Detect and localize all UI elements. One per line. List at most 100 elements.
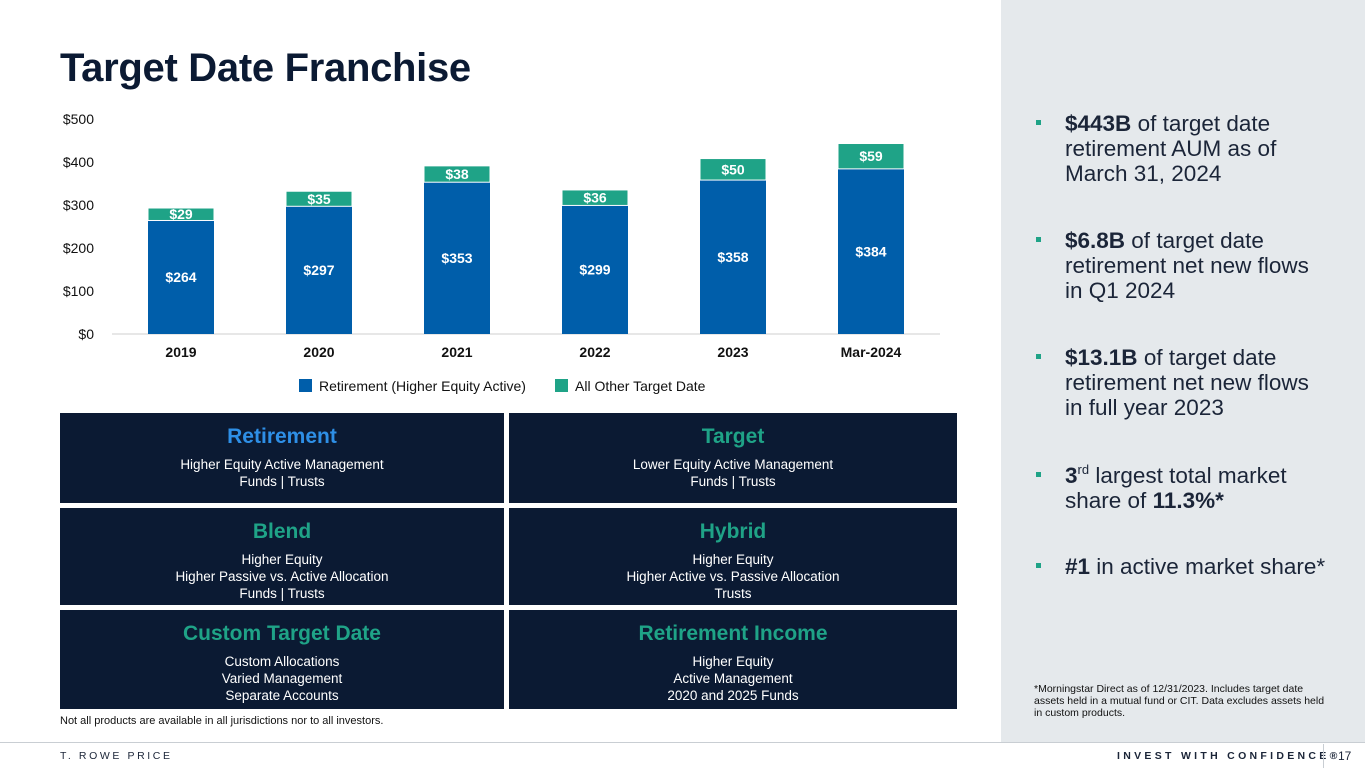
box-line: Active Management — [673, 671, 793, 686]
bar-segment — [286, 206, 352, 334]
bullet-square-icon — [1036, 120, 1041, 125]
box-line: Separate Accounts — [225, 688, 339, 703]
data-label: $38 — [445, 166, 469, 182]
highlight-text: of target date retirement net new flows … — [1065, 228, 1309, 303]
bar-segment — [424, 182, 490, 334]
bar-segment — [148, 220, 214, 334]
box-retirement-income: Retirement Income Higher Equity Active M… — [509, 610, 957, 709]
bar-segment — [837, 143, 905, 170]
x-tick-label: Mar-2024 — [841, 344, 902, 360]
y-tick-label: $500 — [63, 111, 94, 127]
stacked-bar-chart: $0 $100 $200 $300 $400 $500 $264 $29 2019 $297 $35… — [63, 111, 940, 394]
footnote: *Morningstar Direct as of 12/31/2023. In… — [1034, 683, 1325, 719]
box-target: Target Lower Equity Active Management Fu… — [509, 413, 957, 503]
y-tick-label: $400 — [63, 154, 94, 170]
box-line: Higher Equity Active Management — [180, 457, 384, 472]
box-line: Varied Management — [221, 671, 343, 686]
bar-segment — [285, 190, 353, 207]
bar-segment — [423, 165, 491, 183]
box-line: Funds | Trusts — [239, 586, 325, 601]
x-tick-label: 2022 — [579, 344, 610, 360]
highlight-bold: 11.3%* — [1152, 488, 1224, 513]
y-tick-label: $0 — [78, 326, 94, 342]
box-desc: Higher Equity Active Management Funds | … — [60, 456, 504, 490]
box-line: Lower Equity Active Management — [632, 457, 834, 472]
box-line: Higher Equity — [692, 654, 774, 669]
highlight-bold: #1 — [1065, 554, 1091, 579]
box-title: Target — [701, 425, 765, 448]
legend-label: All Other Target Date — [575, 378, 706, 394]
right-panel — [1001, 0, 1365, 742]
x-tick-label: 2020 — [303, 344, 334, 360]
box-custom-target-date: Custom Target Date Custom Allocations Va… — [60, 610, 504, 709]
box-desc: Custom Allocations Varied Management Sep… — [60, 653, 504, 704]
legend-swatch — [299, 379, 312, 392]
box-line: Funds | Trusts — [690, 474, 776, 489]
bar-segment — [562, 205, 628, 334]
highlight-text: of target date retirement AUM as of Marc… — [1065, 111, 1277, 186]
box-title: Retirement Income — [638, 622, 828, 645]
box-line: Higher Equity — [241, 552, 323, 567]
page-title: Target Date Franchise — [60, 46, 471, 90]
data-label: $384 — [855, 243, 886, 259]
box-blend: Blend Higher Equity Higher Passive vs. A… — [60, 508, 504, 605]
box-line: Higher Active vs. Passive Allocation — [626, 569, 840, 584]
highlight-text: in active market share* — [1090, 554, 1326, 579]
highlight-text: largest total market share of — [1065, 463, 1287, 513]
footer-separator — [1323, 744, 1324, 768]
box-title: Retirement — [227, 425, 337, 448]
y-tick-label: $100 — [63, 283, 94, 299]
highlight-bold: $6.8B — [1065, 228, 1126, 253]
bar-segment — [700, 180, 766, 334]
box-hybrid: Hybrid Higher Equity Higher Active vs. P… — [509, 508, 957, 605]
highlight-text: of target date retirement net new flows … — [1065, 345, 1309, 420]
box-line: Higher Passive vs. Active Allocation — [175, 569, 389, 584]
box-title: Blend — [252, 520, 312, 543]
y-tick-label: $200 — [63, 240, 94, 256]
legend-swatch — [555, 379, 568, 392]
bullet-square-icon — [1036, 472, 1041, 477]
brand-logo: T. ROWE PRICE — [60, 750, 173, 762]
bar-segment — [561, 189, 629, 206]
box-line: Higher Equity — [692, 552, 774, 567]
box-line: Funds | Trusts — [239, 474, 325, 489]
bullet-square-icon — [1036, 354, 1041, 359]
box-line: Custom Allocations — [224, 654, 340, 669]
box-desc: Higher Equity Active Management 2020 and… — [509, 653, 957, 704]
data-label: $353 — [441, 250, 472, 266]
bullet-square-icon — [1036, 237, 1041, 242]
highlight-bold: $443B — [1065, 111, 1132, 136]
tagline: INVEST WITH CONFIDENCE® — [1117, 750, 1341, 762]
footer-divider — [0, 742, 1365, 743]
data-label: $36 — [583, 190, 607, 206]
box-retirement: Retirement Higher Equity Active Manageme… — [60, 413, 504, 503]
y-tick-label: $300 — [63, 197, 94, 213]
data-label: $35 — [307, 191, 331, 207]
data-label: $358 — [717, 249, 748, 265]
page-number: 17 — [1338, 749, 1352, 763]
disclaimer: Not all products are available in all ju… — [60, 715, 384, 727]
bar-segment — [838, 168, 904, 334]
x-tick-label: 2019 — [165, 344, 196, 360]
box-line: Trusts — [714, 586, 752, 601]
x-tick-label: 2023 — [717, 344, 748, 360]
data-label: $264 — [165, 269, 196, 285]
bar-segment — [699, 158, 767, 181]
data-label: $297 — [303, 262, 334, 278]
highlight-superscript: rd — [1077, 462, 1090, 477]
data-label: $59 — [859, 148, 883, 164]
box-desc: Lower Equity Active Management Funds | T… — [509, 456, 957, 490]
bullet-square-icon — [1036, 563, 1041, 568]
box-title: Hybrid — [699, 520, 767, 543]
legend-label: Retirement (Higher Equity Active) — [319, 378, 526, 394]
box-desc: Higher Equity Higher Active vs. Passive … — [509, 551, 957, 602]
bar-segment — [147, 207, 215, 221]
highlight-bold: 3 — [1065, 463, 1078, 488]
box-line: 2020 and 2025 Funds — [667, 688, 799, 703]
data-label: $50 — [721, 161, 745, 177]
highlight-bold: $13.1B — [1065, 345, 1138, 370]
data-label: $299 — [579, 262, 610, 278]
box-desc: Higher Equity Higher Passive vs. Active … — [60, 551, 504, 602]
data-label: $29 — [169, 206, 193, 222]
box-title: Custom Target Date — [183, 622, 381, 645]
